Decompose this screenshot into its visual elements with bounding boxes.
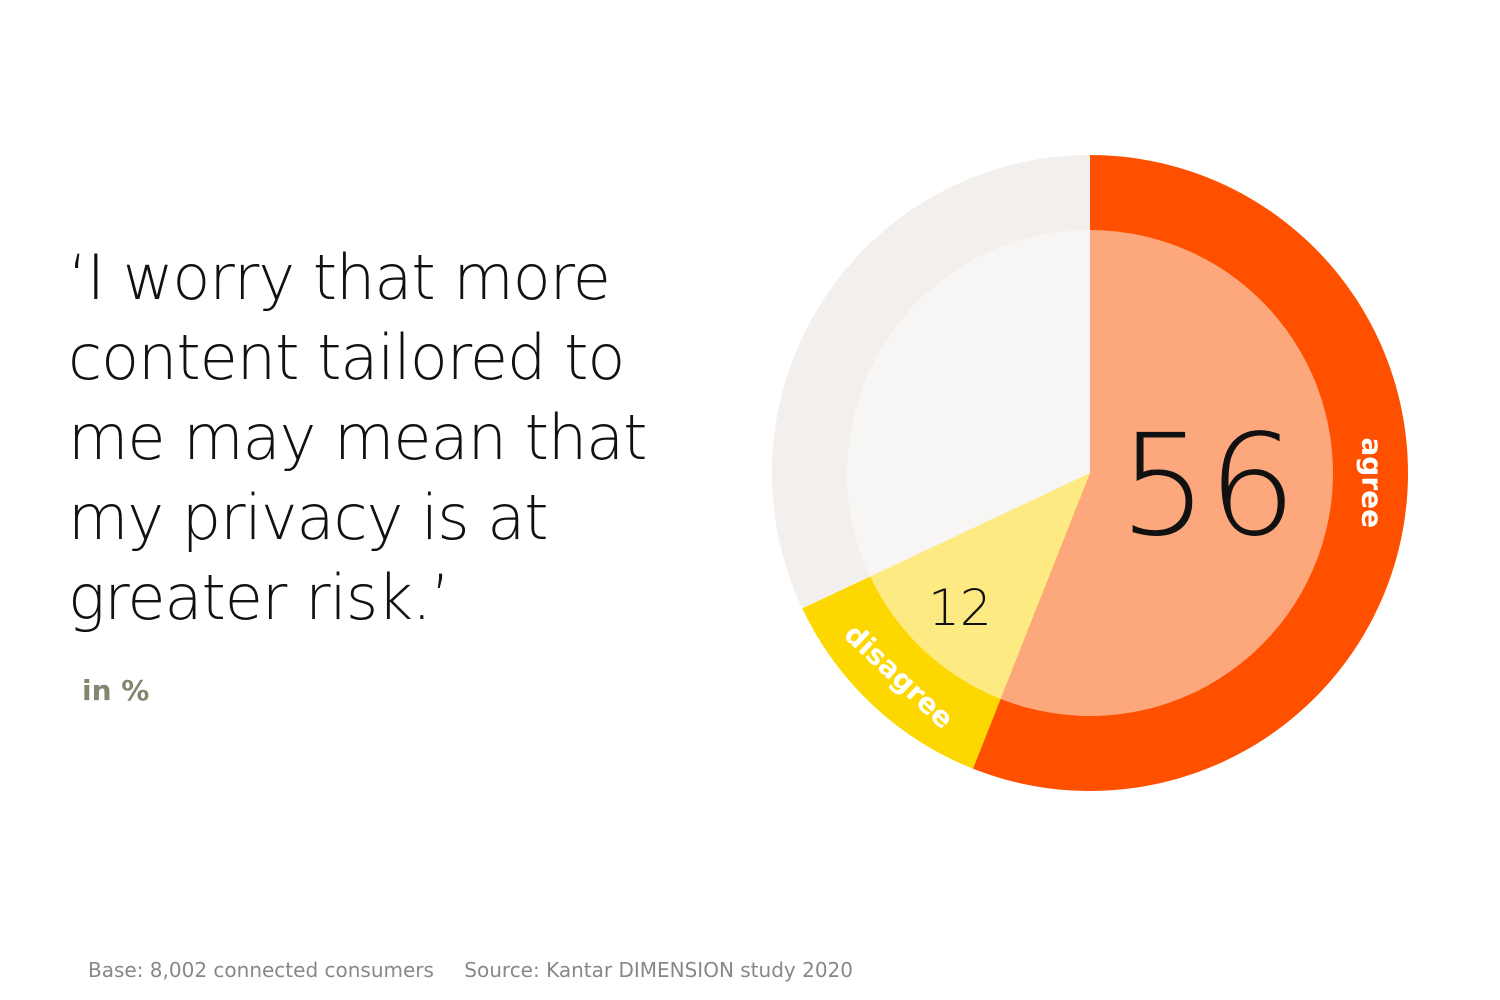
chart-title: ‘I worry that more content tailored to m… [68,241,647,634]
value-label: 12 [928,579,992,637]
donut-inner-segment [846,230,1090,577]
note: Source: Kantar DIMENSION study 2020 [464,958,853,982]
donut-inner-segment [870,473,1090,699]
notes: Base: 8,002 connected consumers Source: … [88,958,877,982]
donut-inner-segment [1000,230,1334,716]
value-label: 56 [1119,405,1297,568]
chart-subtitle: in % [82,674,150,707]
category-label: agree [1355,437,1388,528]
note: Base: 8,002 connected consumers [88,958,434,982]
